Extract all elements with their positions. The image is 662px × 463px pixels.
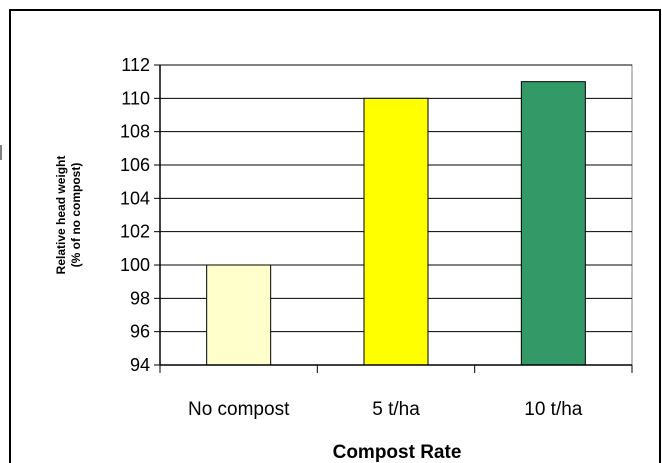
bar [520, 81, 586, 366]
y-tick-label: 94 [130, 355, 150, 375]
y-tick-label: 96 [130, 322, 150, 342]
x-tick-label: 10 t/ha [524, 399, 583, 420]
y-axis-title-line-2: (% of no compost) [69, 163, 83, 268]
y-tick-label: 112 [121, 55, 150, 75]
y-tick-label: 106 [120, 155, 150, 175]
y-axis-title: Relative head weight (% of no compost) [54, 156, 83, 275]
x-tick-label: No compost [188, 399, 290, 420]
x-tick-label: 5 t/ha [372, 399, 420, 420]
bar [206, 264, 272, 366]
y-axis-title-line-1: Relative head weight [54, 156, 68, 275]
bar [363, 97, 429, 366]
y-tick-label: 100 [120, 255, 150, 275]
x-axis-title: Compost Rate [333, 442, 462, 463]
y-tick-label: 110 [121, 88, 150, 108]
y-tick-label: 104 [120, 188, 150, 208]
plot-area: 94 96 98 100 102 104 106 108 110 112 No compost 5 t… [120, 55, 633, 420]
y-tick-label: 102 [120, 222, 150, 242]
y-tick-label: 98 [130, 288, 150, 308]
y-tick-label: 108 [120, 122, 150, 142]
